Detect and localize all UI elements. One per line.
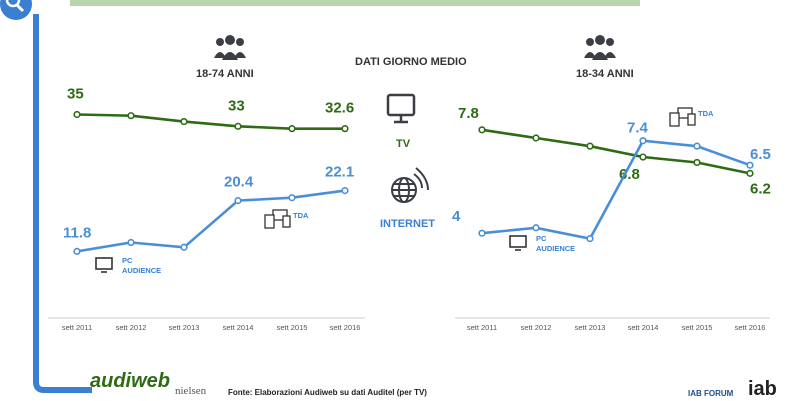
audiweb-logo: audiweb [90, 370, 171, 392]
x-tick-label: sett 2013 [169, 323, 200, 332]
iab-forum-label: IAB FORUM [688, 389, 734, 398]
tv-label: TV [396, 138, 411, 150]
center-label: DATI GIORNO MEDIO [355, 56, 467, 68]
data-point [73, 110, 81, 119]
data-label: 22.1 [325, 164, 354, 181]
data-label: 11.8 [63, 224, 91, 241]
data-label: 20.4 [224, 174, 254, 191]
people-icon [584, 35, 616, 60]
series-line-internet [76, 189, 346, 253]
data-label: 6.2 [750, 180, 771, 197]
x-tick-label: sett 2013 [575, 323, 606, 332]
annotation-label: TDA [698, 109, 714, 118]
annotation-label: AUDIENCE [122, 266, 161, 275]
data-point [586, 235, 594, 243]
data-point [693, 158, 701, 167]
data-label: 35 [67, 86, 84, 103]
series-line-internet [481, 139, 751, 241]
devices-icon [264, 209, 291, 229]
x-tick-label: sett 2015 [277, 323, 308, 332]
devices-icon [669, 107, 696, 127]
right-group-label: 18-34 ANNI [576, 68, 634, 80]
nielsen-logo: nielsen [175, 385, 207, 397]
data-label: 4 [452, 208, 461, 225]
desktop-icon [509, 235, 527, 251]
people-icon [214, 35, 246, 60]
data-point [532, 224, 540, 232]
internet-label: INTERNET [380, 218, 435, 230]
data-point [180, 117, 188, 126]
x-tick-label: sett 2012 [521, 323, 552, 332]
data-point [746, 169, 754, 177]
source-note: Fonte: Elaborazioni Audiweb su dati Audi… [228, 388, 427, 397]
data-point [532, 134, 540, 142]
data-point [127, 238, 135, 247]
data-label: 6.5 [750, 146, 771, 163]
data-point [73, 247, 81, 255]
data-point [127, 112, 135, 120]
left-group-label: 18-74 ANNI [196, 68, 254, 80]
x-tick-label: sett 2015 [682, 323, 713, 332]
search-icon [0, 0, 32, 20]
iab-logo: iab [748, 378, 777, 400]
sidebar-bracket [33, 14, 92, 393]
data-point [746, 161, 754, 169]
series-line-tv [481, 128, 751, 175]
data-label: 32.6 [325, 100, 354, 117]
data-label: 7.8 [458, 105, 479, 122]
data-point [478, 229, 486, 237]
series-line-tv [76, 113, 345, 130]
data-point [234, 122, 242, 130]
x-tick-label: sett 2012 [116, 323, 147, 332]
data-point [288, 125, 296, 133]
data-label: 7.4 [627, 120, 649, 137]
globe-wifi-icon [391, 167, 429, 203]
x-tick-label: sett 2011 [62, 323, 92, 332]
data-point [586, 142, 594, 150]
data-point [180, 243, 188, 251]
annotation-label: PC [122, 256, 133, 265]
desktop-icon [95, 257, 113, 273]
tv-icon [386, 93, 416, 124]
data-point [234, 197, 242, 205]
data-label: 6.8 [619, 166, 640, 183]
data-label: 33 [228, 97, 245, 114]
data-point [693, 142, 701, 150]
data-point [288, 194, 296, 202]
title-strip [70, 0, 640, 6]
annotation-label: PC [536, 234, 547, 243]
x-tick-label: sett 2016 [735, 323, 766, 332]
data-point [639, 137, 647, 145]
x-tick-label: sett 2014 [628, 323, 659, 332]
x-tick-label: sett 2014 [223, 323, 254, 332]
annotation-label: TDA [293, 211, 309, 220]
data-point [639, 153, 647, 161]
data-point [341, 125, 349, 133]
data-point [341, 187, 349, 195]
data-point [478, 126, 486, 134]
annotation-label: AUDIENCE [536, 244, 575, 253]
x-tick-label: sett 2016 [330, 323, 361, 332]
x-tick-label: sett 2011 [467, 323, 497, 332]
